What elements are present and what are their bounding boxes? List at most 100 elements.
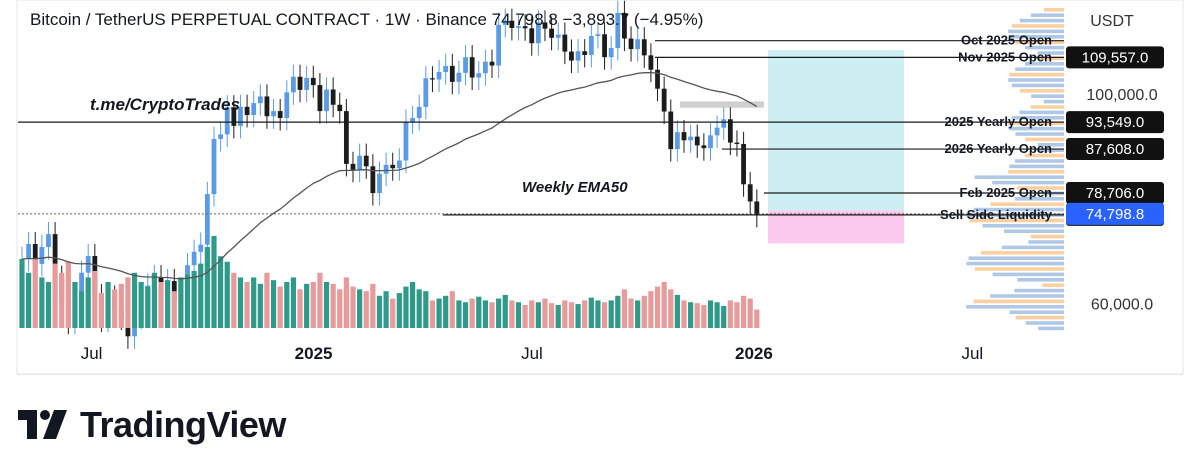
volume-profile-bar [1009,126,1064,131]
candle [483,61,488,74]
volume-bar [343,277,349,328]
volume-profile-bar [1038,326,1064,331]
candle [661,88,667,112]
candle [681,132,687,141]
volume-profile-bar [1025,45,1064,50]
volume-bar [125,277,131,328]
volume-profile-bar [1008,29,1064,34]
level-label: Sell Side Liquidity [940,207,1053,222]
volume-bar [171,291,177,328]
volume-profile-bar [1009,310,1064,314]
volume-profile-bar [974,175,1064,179]
watermark-handle: t.me/CryptoTrades [90,95,240,114]
volume-profile-bar [1030,13,1064,17]
volume-bar [251,277,257,328]
candle [310,77,316,86]
volume-bar [317,272,323,328]
volume-profile-bar [990,202,1064,206]
volume-bar [747,298,753,328]
candle [727,119,733,143]
volume-profile-bar [1009,164,1064,169]
x-tick-label: Jul [521,344,543,363]
volume-profile-bar [1030,234,1064,239]
candle [449,65,455,82]
volume-bar [52,263,58,328]
volume-bar [370,283,376,328]
candle [595,34,601,37]
volume-bar [555,305,561,328]
volume-bar [105,282,111,328]
candle [271,111,276,117]
volume-bar [502,294,508,328]
volume-profile-bar [1015,159,1064,163]
volume-bar [469,298,475,328]
volume-bar [198,263,204,328]
candle [542,22,548,29]
volume-bar [277,286,283,328]
volume-profile-bar [1016,186,1064,190]
volume-bar [568,302,575,328]
volume-bar [118,283,124,328]
volume-profile-bar [1008,170,1064,174]
candle [337,104,343,112]
candle [562,34,568,52]
x-tick-label: Jul [81,344,103,363]
candle [549,28,554,38]
volume-bar [562,300,568,328]
volume-bar [681,300,687,328]
volume-profile-bar [1030,105,1064,109]
volume-bar [648,291,654,328]
level-label: Oct 2025 Open [961,33,1052,48]
volume-bar [138,282,144,328]
volume-bar [323,282,330,328]
volume-bar [257,283,263,328]
candle [284,92,290,118]
candle [410,117,415,122]
volume-bar [423,291,429,328]
volume-bar [19,259,25,328]
price-tag-bg [1066,111,1164,134]
volume-bar [635,300,641,328]
volume-bar [707,300,714,328]
volume-bar [582,300,588,328]
volume-bar [85,277,91,328]
volume-bar [688,302,694,328]
volume-bar [522,305,528,328]
level-label: Nov 2025 Open [958,49,1052,64]
volume-bar [654,286,661,328]
currency-label: USDT [1090,13,1134,30]
volume-profile-bar [1031,94,1064,98]
volume-bar [290,277,297,328]
volume-profile-bar [982,224,1064,228]
volume-profile-bar [966,305,1064,309]
candle [674,132,680,150]
volume-profile-bar [992,272,1064,277]
candle [430,78,435,80]
stop-zone [768,210,904,244]
volume-bar [178,277,184,328]
volume-profile-bar [1011,116,1064,120]
candle [277,111,283,118]
chart-symbol-title: Bitcoin / TetherUS PERPETUAL CONTRACT · … [30,10,703,29]
volume-bar [151,272,157,328]
volume-bar [641,295,647,328]
volume-bar [158,282,164,328]
volume-profile-bar [966,261,1064,266]
candle [655,69,660,89]
volume-bar [297,289,303,328]
volume-bar [403,286,409,328]
y-tick-label: 60,000.0 [1091,296,1153,313]
tradingview-logo-icon [18,410,67,439]
tradingview-brand[interactable]: TradingView [18,404,286,446]
candle [489,61,495,66]
candle [747,184,753,202]
volume-profile-bar [1037,56,1064,61]
candle [304,77,310,90]
volume-bar [456,300,462,328]
volume-bar [529,300,535,328]
candle [32,244,38,264]
candle [436,72,442,80]
volume-bar [191,270,197,328]
volume-profile-bar [1024,62,1064,66]
